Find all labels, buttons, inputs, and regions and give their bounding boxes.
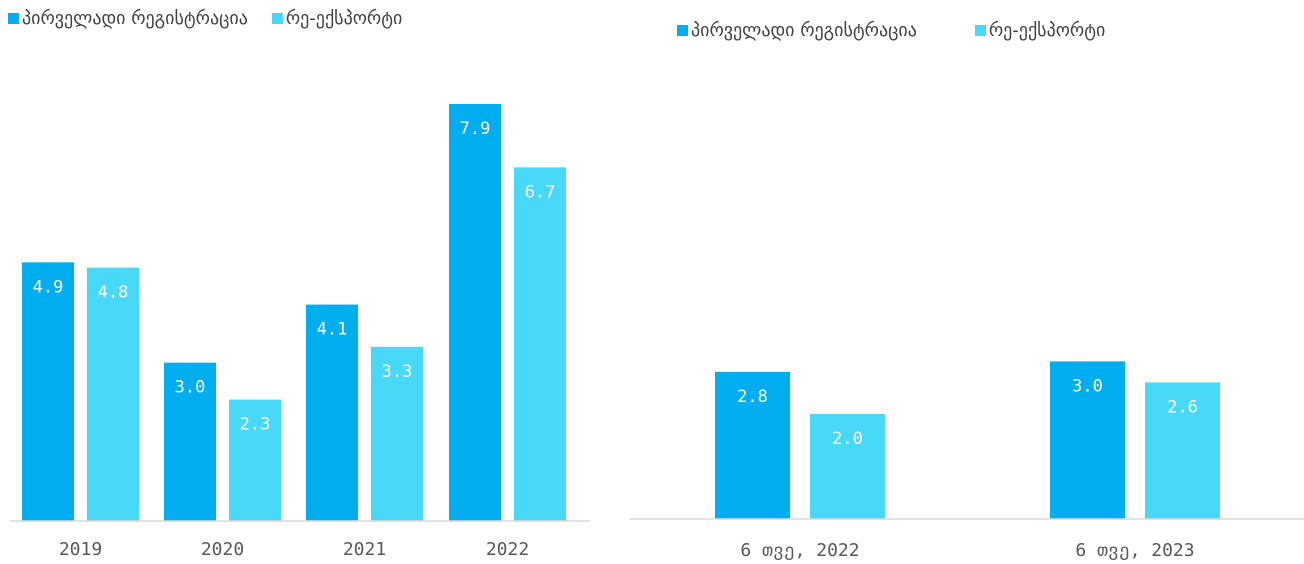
- x-tick-label: 6 თვე, 2022: [740, 540, 859, 561]
- legend-swatch-re-export: [974, 25, 986, 36]
- legend-item-primary-registration: პირველადი რეგისტრაცია: [677, 20, 917, 41]
- bar-primary-registration-0: [22, 262, 74, 521]
- bar-re-export-3: [514, 167, 566, 521]
- x-tick-label: 6 თვე, 2023: [1075, 540, 1194, 561]
- bar-re-export-1: [1145, 382, 1220, 519]
- data-label: 3.3: [382, 362, 413, 382]
- data-label: 6.7: [525, 182, 556, 202]
- data-label: 2.0: [832, 429, 863, 449]
- data-label: 4.8: [98, 283, 129, 303]
- data-label: 2.6: [1167, 397, 1198, 417]
- legend-label-primary-registration: პირველადი რეგისტრაცია: [22, 8, 248, 29]
- legend-label-re-export: რე-ექსპორტი: [988, 20, 1106, 41]
- bar-primary-registration-1: [164, 362, 216, 521]
- chart-legend: პირველადი რეგისტრაცია რე-ექსპორტი: [8, 8, 402, 29]
- bar-re-export-1: [229, 399, 281, 521]
- legend-item-re-export: რე-ექსპორტი: [271, 8, 403, 29]
- x-tick-label: 2020: [201, 539, 244, 560]
- data-label: 2.8: [737, 387, 768, 407]
- chart-panel-half-year: პირველადი რეგისტრაცია რე-ექსპორტი 2.8 3.0…: [630, 0, 1304, 564]
- data-label: 4.1: [317, 320, 348, 340]
- bar-chart-annual: 4.9 3.0 4.1 7.9 4.8 2.3 3.3 6.7 2019 2020 2021 2022: [10, 104, 590, 560]
- bar-re-export-0: [87, 267, 139, 521]
- legend-label-re-export: რე-ექსპორტი: [285, 8, 403, 29]
- data-label: 2.3: [240, 415, 271, 435]
- x-tick-label: 2022: [486, 539, 529, 560]
- chart-legend: პირველადი რეგისტრაცია რე-ექსპორტი: [677, 20, 1105, 41]
- legend-item-primary-registration: პირველადი რეგისტრაცია: [8, 8, 248, 29]
- data-label: 7.9: [460, 119, 491, 139]
- bar-primary-registration-1: [1050, 361, 1125, 519]
- legend-swatch-primary-registration: [677, 25, 688, 36]
- data-label: 3.0: [175, 378, 206, 398]
- bar-primary-registration-2: [306, 304, 358, 521]
- data-label: 3.0: [1072, 376, 1103, 396]
- bar-primary-registration-3: [449, 104, 501, 521]
- data-label: 4.9: [33, 277, 64, 297]
- legend-swatch-re-export: [271, 13, 283, 24]
- legend-item-re-export: რე-ექსპორტი: [974, 20, 1106, 41]
- legend-label-primary-registration: პირველადი რეგისტრაცია: [691, 20, 917, 41]
- legend-swatch-primary-registration: [8, 13, 19, 24]
- bar-re-export-0: [810, 413, 885, 519]
- x-tick-label: 2021: [343, 539, 386, 560]
- bar-chart-half-year: 2.8 3.0 2.0 2.6 6 თვე, 2022 6 თვე, 2023: [630, 361, 1304, 561]
- bar-primary-registration-0: [715, 371, 790, 519]
- x-tick-label: 2019: [59, 539, 102, 560]
- chart-panel-annual: პირველადი რეგისტრაცია რე-ექსპორტი 4.9 3.0…: [0, 0, 590, 564]
- bar-re-export-2: [371, 346, 423, 521]
